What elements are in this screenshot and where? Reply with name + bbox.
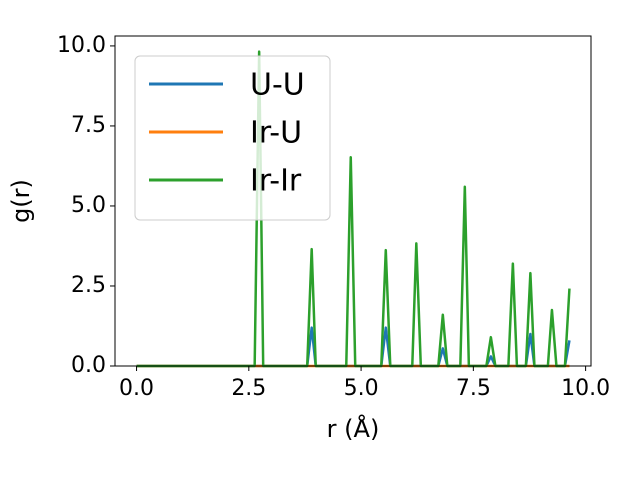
series-line: [136, 326, 571, 368]
x-tick-label: 7.5: [456, 376, 491, 401]
y-tick-label: 2.5: [71, 273, 106, 298]
x-axis-label: r (Å): [327, 414, 380, 443]
legend-label: Ir-Ir: [250, 164, 302, 199]
x-tick-label: 5.0: [344, 376, 379, 401]
x-tick-label: 0.0: [119, 376, 154, 401]
legend-label: U-U: [250, 68, 305, 103]
plot-frame: [114, 35, 592, 367]
y-tick-label: 10.0: [57, 33, 106, 58]
y-tick-label: 7.5: [71, 113, 106, 138]
y-tick-label: 0.0: [71, 353, 106, 378]
x-tick-label: 10.0: [561, 376, 610, 401]
x-tick-label: 2.5: [231, 376, 266, 401]
y-tick-label: 5.0: [71, 193, 106, 218]
series-line: [136, 50, 571, 368]
legend-label: Ir-U: [250, 116, 302, 151]
y-axis-label: g(r): [7, 179, 35, 223]
